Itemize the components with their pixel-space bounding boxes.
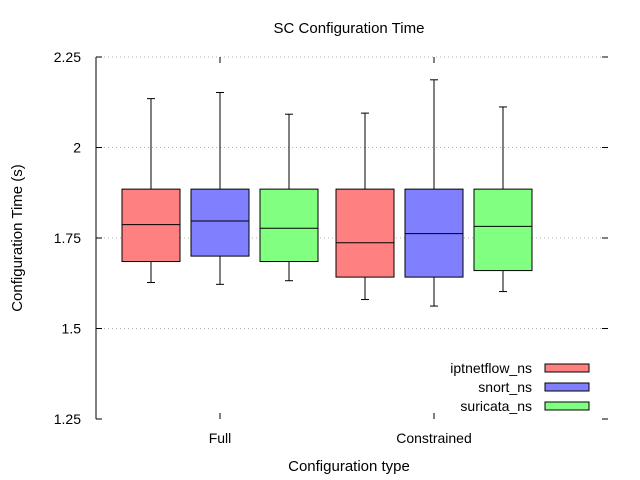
x-tick-label: Constrained (396, 430, 472, 446)
axes: 1.25 1.5 1.75 2 2.25 Full Constrained (54, 49, 608, 446)
legend-label: snort_ns (478, 379, 532, 395)
y-tick-label: 1.25 (54, 411, 81, 427)
box-suricata_ns (259, 188, 319, 263)
box-iptnetflow_ns (335, 188, 395, 278)
legend-swatch-snort_ns (544, 382, 590, 392)
y-tick-label: 2 (73, 140, 81, 156)
box-suricata_ns (473, 188, 533, 272)
box-snort_ns (190, 188, 250, 257)
y-tick-label: 2.25 (54, 49, 81, 65)
box-iptnetflow_ns (121, 188, 181, 263)
box-snort_ns (404, 188, 464, 278)
legend: iptnetflow_ns snort_ns suricata_ns (450, 360, 590, 414)
plot-area (121, 79, 533, 307)
y-tick-label: 1.5 (62, 321, 82, 337)
legend-label: iptnetflow_ns (450, 360, 532, 376)
chart-title: SC Configuration Time (274, 20, 425, 37)
legend-label: suricata_ns (460, 398, 532, 414)
x-axis-title: Configuration type (288, 458, 410, 475)
legend-swatch-suricata_ns (544, 401, 590, 411)
legend-swatch-iptnetflow_ns (544, 363, 590, 373)
y-axis-title: Configuration Time (s) (9, 164, 26, 312)
y-tick-label: 1.75 (54, 230, 81, 246)
x-tick-label: Full (209, 430, 232, 446)
